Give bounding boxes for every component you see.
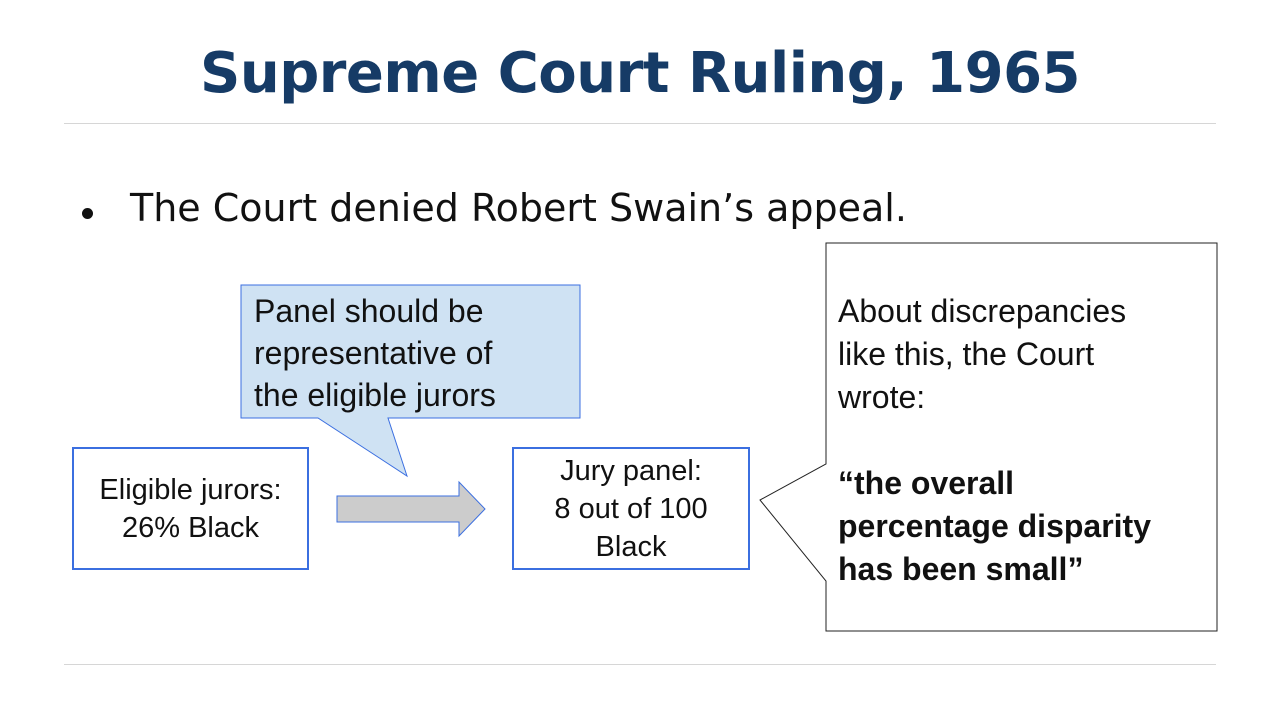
jury-panel-box: Jury panel: 8 out of 100 Black bbox=[512, 447, 750, 570]
quote-callout-shape bbox=[759, 242, 1218, 632]
slide-title: Supreme Court Ruling, 1965 bbox=[200, 41, 1081, 106]
jury-line: Jury panel: bbox=[560, 454, 702, 487]
right-arrow-shape bbox=[336, 480, 486, 538]
bullet-text: The Court denied Robert Swain’s appeal. bbox=[130, 186, 907, 230]
eligible-line: 26% Black bbox=[121, 511, 259, 544]
quote-box-text: About discrepancies like this, the Court… bbox=[838, 290, 1208, 591]
quote-line: has been small” bbox=[838, 551, 1084, 587]
eligible-jurors-box: Eligible jurors: 26% Black bbox=[72, 447, 309, 570]
bullet-dot bbox=[82, 208, 93, 219]
quote-intro-line: About discrepancies bbox=[838, 293, 1127, 329]
callout-line: Panel should be bbox=[254, 293, 484, 329]
callout-shape bbox=[240, 284, 581, 478]
eligible-line: Eligible jurors: bbox=[99, 473, 282, 506]
top-divider bbox=[64, 123, 1216, 124]
jury-line: Black bbox=[595, 530, 667, 563]
callout-line: the eligible jurors bbox=[254, 377, 496, 413]
quote-line: “the overall bbox=[838, 465, 1015, 501]
quote-line: percentage disparity bbox=[838, 508, 1151, 544]
bottom-divider bbox=[64, 664, 1216, 665]
quote-intro-line: like this, the Court bbox=[838, 336, 1095, 372]
quote-intro-line: wrote: bbox=[838, 379, 926, 415]
callout-text: Panel should be representative of the el… bbox=[254, 290, 574, 416]
callout-line: representative of bbox=[254, 335, 493, 371]
court-quote: “the overall percentage disparity has be… bbox=[838, 462, 1208, 591]
jury-line: 8 out of 100 bbox=[554, 492, 708, 525]
